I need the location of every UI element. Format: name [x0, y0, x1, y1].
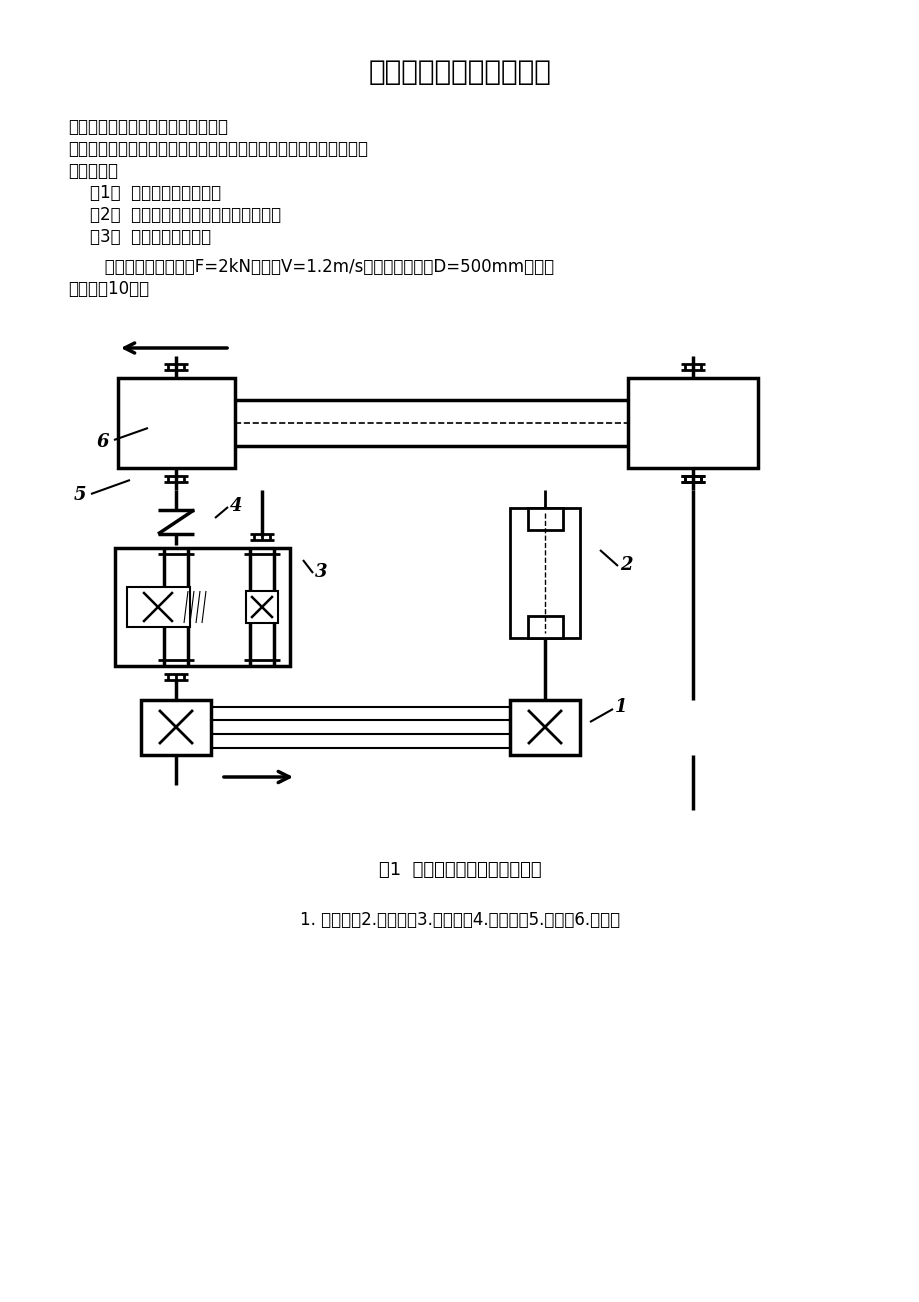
Text: 1. 带传动；2.电动机；3.减速器；4.联轴器；5.卷筒；6.传送带: 1. 带传动；2.电动机；3.减速器；4.联轴器；5.卷筒；6.传送带 [300, 911, 619, 930]
Bar [528, 616, 562, 638]
Bar [528, 508, 562, 530]
Text: （1）  减速器装配图一张；: （1） 减速器装配图一张； [90, 184, 221, 202]
Text: 一、机械毕业设计说明书: 一、机械毕业设计说明书 [369, 59, 550, 86]
Text: 1: 1 [614, 698, 627, 716]
Text: （3）  设计说明书一份。: （3） 设计说明书一份。 [90, 228, 210, 246]
Text: 设计内容：: 设计内容： [68, 161, 118, 180]
Bar [118, 378, 234, 467]
Text: 6: 6 [96, 434, 109, 450]
Text: 使用寿命10年。: 使用寿命10年。 [68, 280, 149, 298]
Text: 4: 4 [230, 497, 243, 516]
Text: 3: 3 [314, 562, 327, 581]
Bar [127, 587, 190, 628]
Text: （2）  从动齿轮、从动轴零件图各一张；: （2） 从动齿轮、从动轴零件图各一张； [90, 206, 281, 224]
Bar [245, 591, 278, 622]
Text: 设计题目：斜齿圆柱齿轮单级减速器: 设计题目：斜齿圆柱齿轮单级减速器 [68, 118, 228, 135]
Bar [141, 700, 210, 755]
Bar [509, 700, 579, 755]
Bar [509, 508, 579, 638]
Text: 2: 2 [619, 556, 632, 574]
Text: 已知运输带输送拉力F=2kN，带速V=1.2m/s，传动滚筒直径D=500mm，预定: 已知运输带输送拉力F=2kN，带速V=1.2m/s，传动滚筒直径D=500mm，… [68, 258, 553, 276]
Text: 设计带式运输机的传动装置，双班制工作，单向运转，有轻微振动。: 设计带式运输机的传动装置，双班制工作，单向运转，有轻微振动。 [68, 141, 368, 158]
Bar [115, 548, 289, 667]
Bar [628, 378, 757, 467]
Text: 5: 5 [74, 486, 86, 504]
Text: 图1  带式输送机的传动装置简图: 图1 带式输送机的传动装置简图 [379, 861, 540, 879]
